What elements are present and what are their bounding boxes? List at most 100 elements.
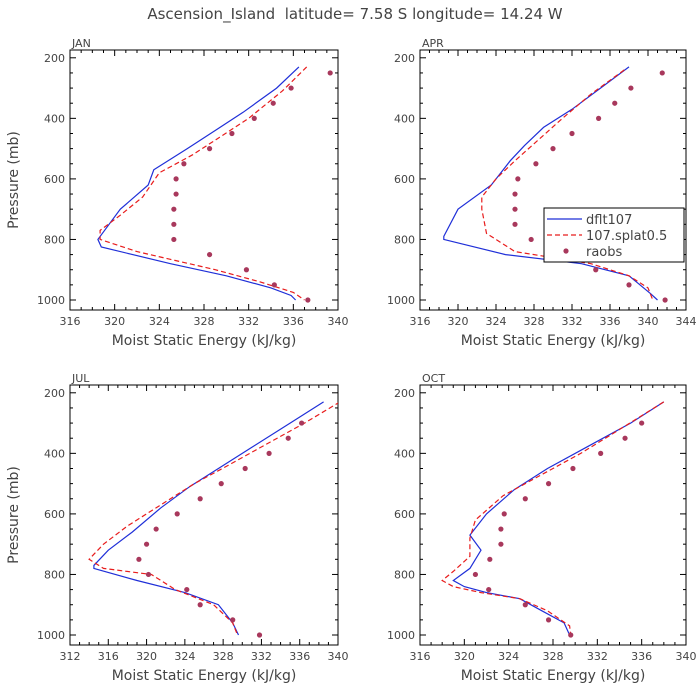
raobs-point bbox=[639, 420, 645, 426]
raobs-point bbox=[593, 267, 599, 273]
raobs-point bbox=[174, 511, 180, 517]
plot-frame bbox=[419, 384, 687, 646]
x-axis-label: Moist Static Energy (kJ/kg) bbox=[461, 333, 646, 349]
raobs-point bbox=[612, 100, 618, 106]
legend-raobs-marker bbox=[563, 248, 569, 254]
panel-title: JUL bbox=[71, 372, 90, 385]
x-axis-label: Moist Static Energy (kJ/kg) bbox=[112, 333, 297, 349]
raobs-point bbox=[206, 146, 213, 152]
x-tick-label: 344 bbox=[676, 315, 697, 328]
dflt-series-line bbox=[93, 401, 324, 636]
raobs-point bbox=[218, 481, 224, 487]
panel-jan: JAN 316 320 324 328 332 336 340 200 400 600 800 1000… bbox=[6, 37, 349, 349]
x-tick-label: 328 bbox=[524, 315, 545, 328]
raobs-point bbox=[285, 435, 291, 441]
y-tick-label: 600 bbox=[394, 508, 415, 521]
raobs-point bbox=[229, 130, 235, 137]
raobs-point bbox=[628, 85, 634, 91]
raobs-point bbox=[206, 251, 213, 258]
raobs-point bbox=[545, 617, 552, 623]
raobs-point bbox=[242, 465, 248, 472]
x-tick-label: 336 bbox=[631, 650, 652, 663]
raobs-point bbox=[266, 450, 272, 456]
raobs-point bbox=[271, 282, 277, 288]
x-tick-label: 340 bbox=[676, 650, 697, 663]
raobs-point bbox=[136, 556, 142, 562]
y-tick-label: 800 bbox=[44, 233, 65, 246]
raobs-point bbox=[622, 435, 628, 441]
x-tick-label: 324 bbox=[149, 315, 170, 328]
raobs-point bbox=[305, 297, 311, 303]
raobs-point bbox=[171, 236, 177, 243]
figure-title: Ascension_Island latitude= 7.58 S longit… bbox=[147, 5, 562, 24]
raobs-point bbox=[570, 465, 576, 472]
raobs-point bbox=[522, 602, 528, 608]
y-tick-label: 400 bbox=[44, 447, 65, 460]
x-tick-label: 332 bbox=[238, 315, 259, 328]
x-tick-label: 328 bbox=[213, 650, 234, 663]
raobs-point bbox=[528, 236, 534, 243]
y-tick-label: 400 bbox=[44, 112, 65, 125]
x-tick-label: 328 bbox=[543, 650, 564, 663]
raobs-point bbox=[533, 161, 539, 167]
y-tick-label: 200 bbox=[44, 52, 65, 65]
y-tick-label: 1000 bbox=[387, 629, 415, 642]
raobs-point bbox=[243, 267, 250, 273]
x-tick-label: 332 bbox=[562, 315, 583, 328]
raobs-point bbox=[145, 571, 152, 578]
x-axis-label: Moist Static Energy (kJ/kg) bbox=[112, 668, 297, 684]
dflt-series-line bbox=[97, 66, 300, 301]
x-tick-label: 324 bbox=[174, 650, 195, 663]
raobs-point bbox=[515, 176, 521, 182]
legend-label: dflt107 bbox=[586, 213, 632, 228]
x-tick-label: 332 bbox=[251, 650, 272, 663]
raobs-point bbox=[659, 70, 665, 76]
y-tick-label: 600 bbox=[44, 508, 65, 521]
x-tick-label: 316 bbox=[60, 315, 81, 328]
raobs-point bbox=[327, 70, 333, 76]
x-tick-label: 316 bbox=[410, 315, 431, 328]
raobs-point bbox=[173, 176, 179, 182]
raobs-point bbox=[498, 526, 504, 532]
panel-apr: APR 316 320 324 328 332 336 340 344 200 400 600 800 1… bbox=[387, 37, 697, 349]
y-tick-label: 800 bbox=[44, 568, 65, 581]
panel-title: OCT bbox=[422, 372, 445, 385]
raobs-point bbox=[512, 206, 518, 212]
y-tick-label: 800 bbox=[394, 568, 415, 581]
raobs-point bbox=[568, 632, 574, 638]
x-tick-label: 336 bbox=[289, 650, 310, 663]
splat-series-line bbox=[481, 69, 654, 301]
y-axis-label: Pressure (mb) bbox=[6, 131, 22, 229]
y-tick-label: 600 bbox=[394, 173, 415, 186]
y-tick-label: 1000 bbox=[37, 629, 65, 642]
raobs-point bbox=[550, 146, 556, 152]
y-tick-label: 1000 bbox=[37, 294, 65, 307]
splat-series-line bbox=[88, 402, 338, 636]
raobs-point bbox=[288, 85, 294, 91]
x-tick-label: 316 bbox=[98, 650, 119, 663]
x-tick-label: 320 bbox=[454, 650, 475, 663]
raobs-point bbox=[598, 450, 604, 456]
raobs-point bbox=[486, 586, 492, 593]
legend-label: raobs bbox=[586, 245, 623, 260]
x-tick-label: 320 bbox=[136, 650, 157, 663]
raobs-point bbox=[626, 282, 632, 288]
x-tick-label: 340 bbox=[328, 650, 349, 663]
panel-title: JAN bbox=[71, 37, 91, 50]
legend-label: 107.splat0.5 bbox=[586, 229, 667, 244]
x-tick-label: 340 bbox=[638, 315, 659, 328]
x-tick-label: 328 bbox=[194, 315, 215, 328]
raobs-point bbox=[487, 556, 493, 562]
panel-oct: OCT 316 320 324 328 332 336 340 200 400 600 800 1000… bbox=[387, 372, 697, 684]
y-tick-label: 1000 bbox=[387, 294, 415, 307]
raobs-point bbox=[512, 221, 518, 227]
x-tick-label: 332 bbox=[587, 650, 608, 663]
panel-title: APR bbox=[422, 37, 444, 50]
raobs-point bbox=[143, 541, 150, 547]
y-tick-label: 800 bbox=[394, 233, 415, 246]
plot-frame bbox=[69, 384, 339, 646]
x-tick-label: 320 bbox=[104, 315, 125, 328]
x-tick-label: 312 bbox=[60, 650, 81, 663]
raobs-point bbox=[522, 496, 528, 502]
